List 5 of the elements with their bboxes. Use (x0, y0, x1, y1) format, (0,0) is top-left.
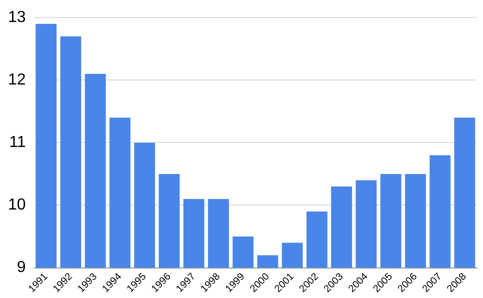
y-tick-label: 12 (8, 72, 26, 89)
y-tick-label: 10 (8, 196, 26, 214)
y-tick-label: 9 (16, 259, 26, 276)
y-tick-label: 13 (8, 9, 26, 26)
y-tick-label: 11 (9, 134, 26, 152)
